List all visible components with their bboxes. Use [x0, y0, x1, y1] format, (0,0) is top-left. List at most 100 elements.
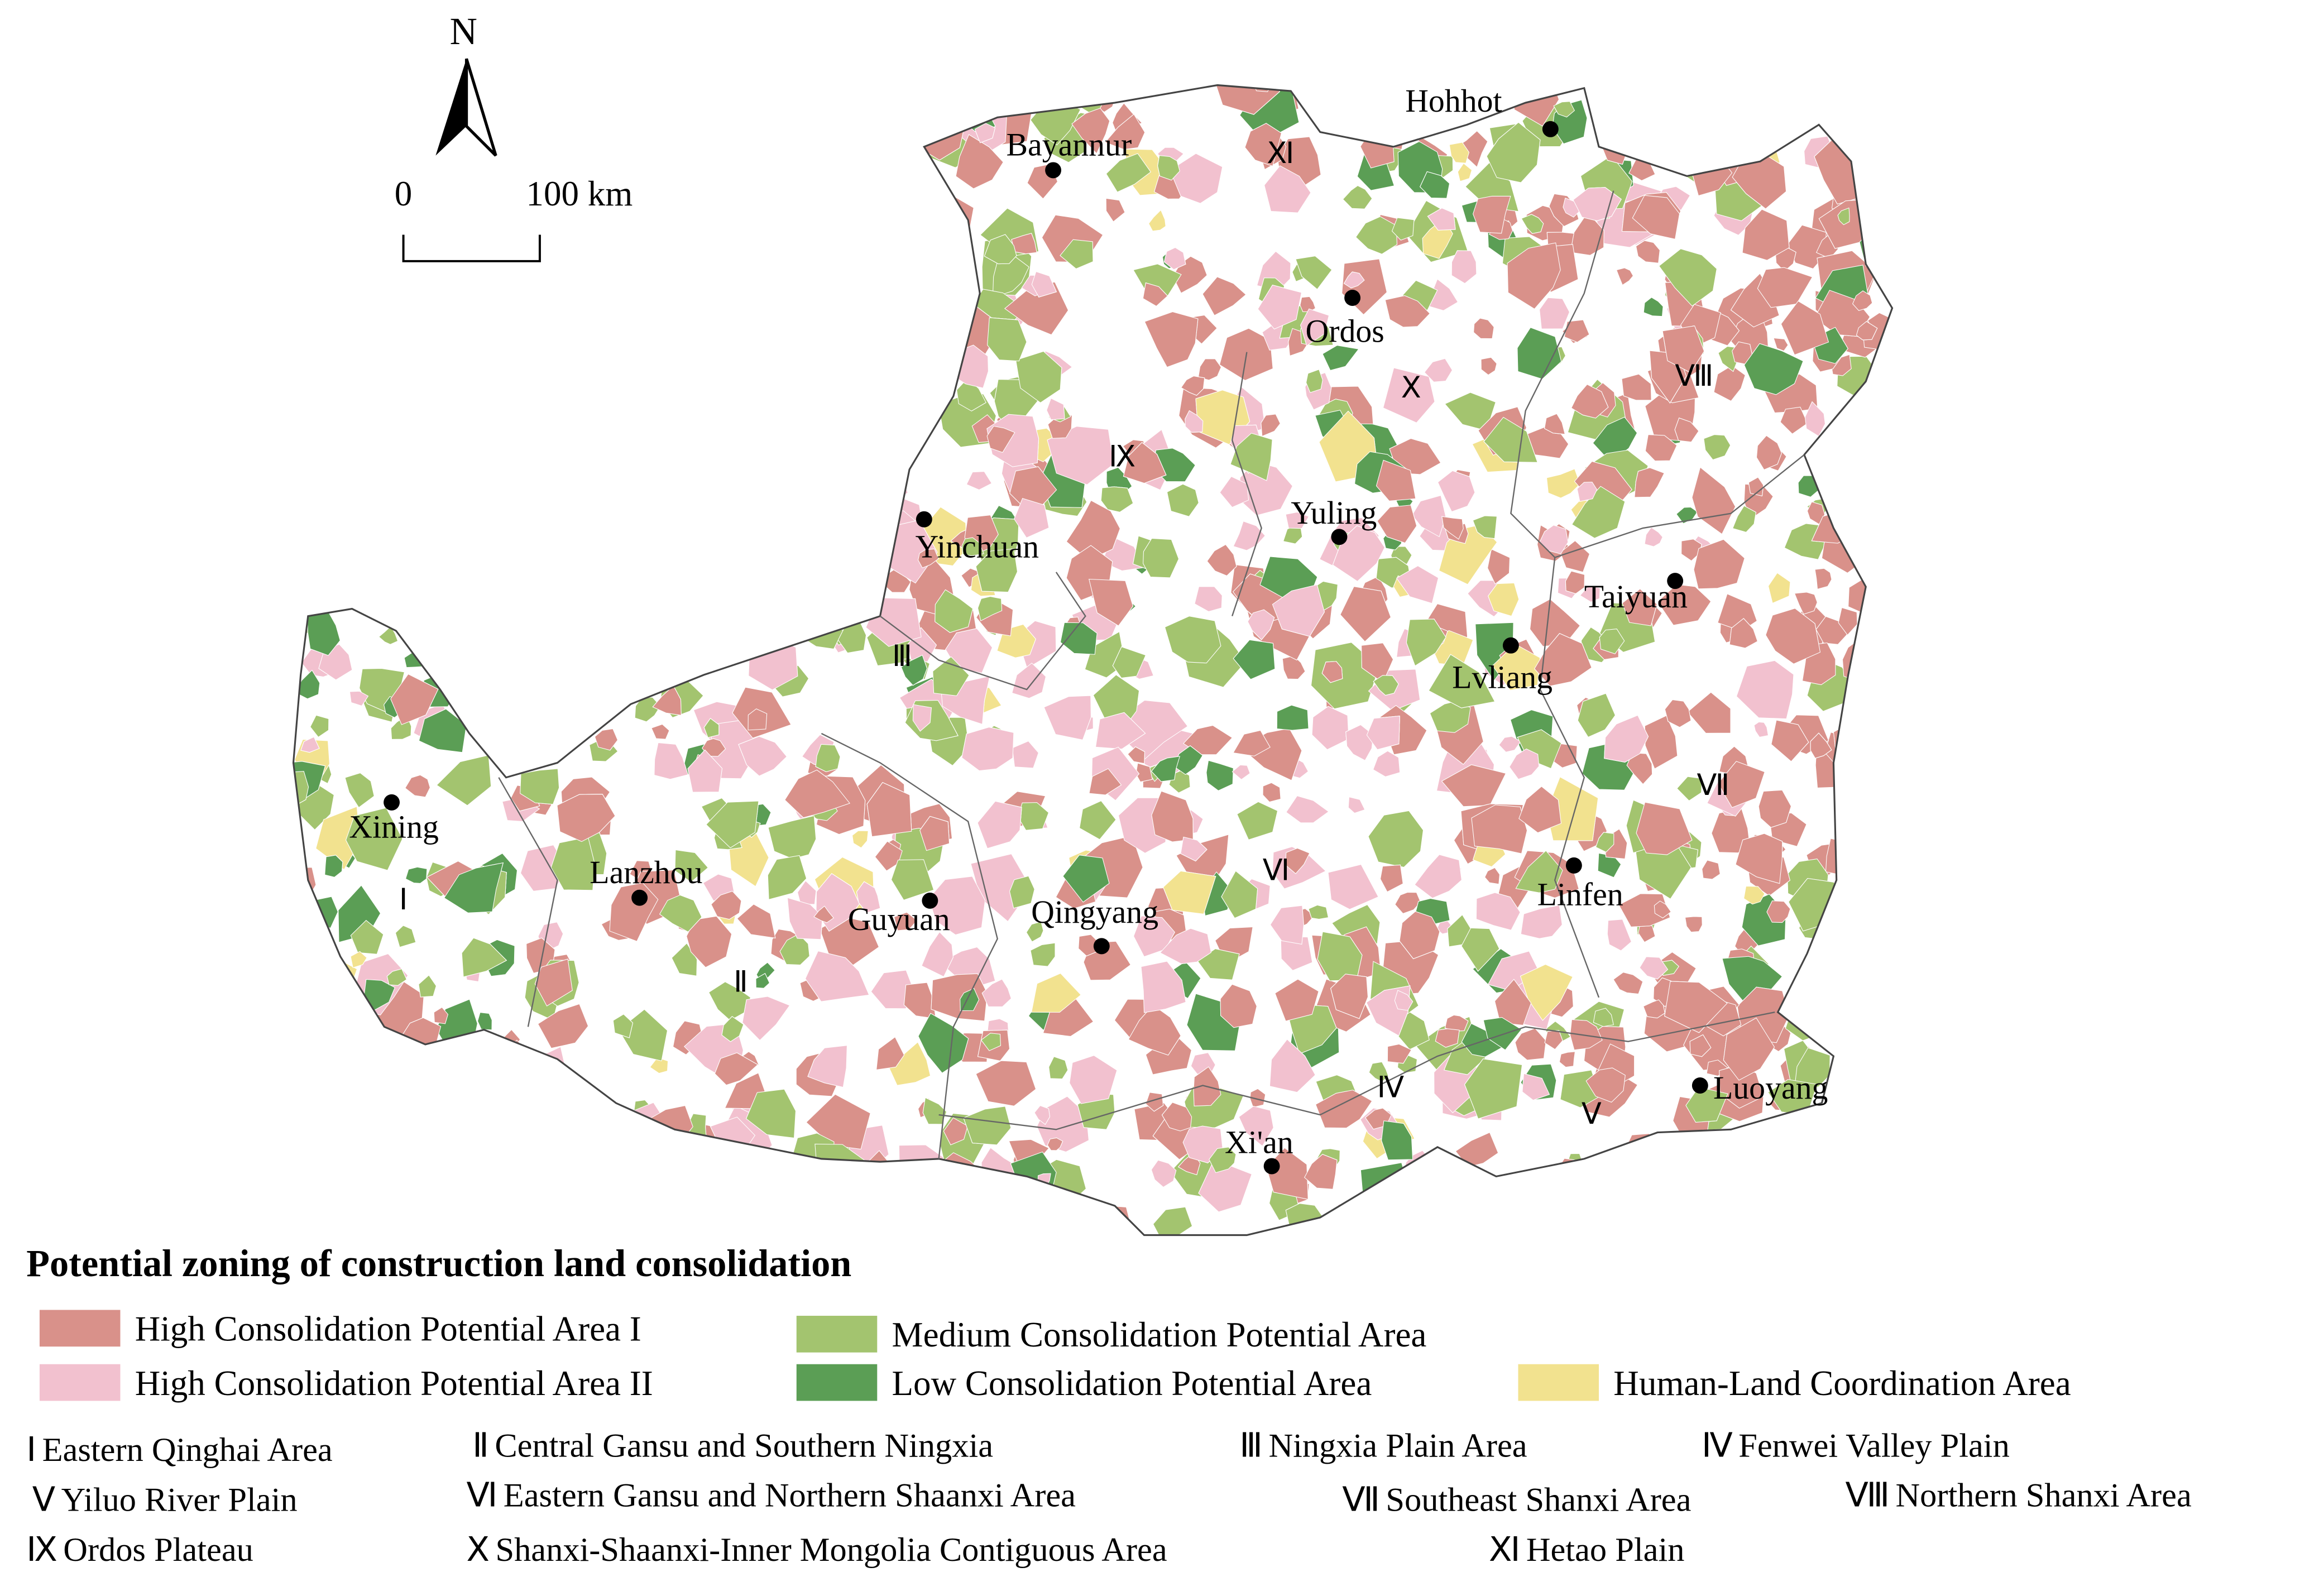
city-label: Lanzhou — [590, 854, 702, 890]
map-patch — [714, 1052, 759, 1086]
map-patch — [1261, 414, 1281, 437]
map-patch — [1639, 956, 1669, 980]
map-patch — [1280, 936, 1313, 971]
zone-entry: Ⅴ Yiluo River Plain — [32, 1481, 298, 1518]
map-patch — [1654, 900, 1672, 919]
map-patch — [1593, 1008, 1614, 1027]
map-patch — [686, 916, 732, 968]
map-patch — [1144, 311, 1199, 368]
map-patch — [1151, 1159, 1177, 1188]
map-patch — [1484, 867, 1500, 885]
map-patch — [1036, 1096, 1089, 1153]
zone-name: Hetao Plain — [1526, 1531, 1685, 1569]
zone-name: Northern Shanxi Area — [1896, 1477, 2192, 1514]
map-patch — [1517, 327, 1562, 380]
zone-numeral: Ⅺ — [1489, 1531, 1520, 1569]
zone-numeral: Ⅹ — [1401, 372, 1421, 404]
map-patch — [395, 925, 416, 948]
map-patch — [1180, 376, 1205, 396]
map-patch — [1428, 654, 1496, 708]
zone-numeral: Ⅲ — [1239, 1427, 1263, 1464]
map-patch — [804, 950, 870, 1002]
zone-entry: Ⅰ Eastern Qinghai Area — [26, 1431, 332, 1469]
zone-entry: Ⅱ Central Gansu and Southern Ningxia — [472, 1427, 993, 1464]
zone-numeral: Ⅰ — [399, 884, 408, 916]
map-patch — [1306, 369, 1323, 393]
legend-label: High Consolidation Potential Area I — [135, 1310, 641, 1349]
map-patch — [1009, 875, 1035, 909]
zone-numeral: Ⅵ — [467, 1477, 498, 1514]
map-patch — [1047, 426, 1114, 485]
map-patch — [1475, 892, 1521, 931]
map-patch — [1703, 434, 1731, 461]
scale-start: 0 — [395, 174, 413, 213]
city-dot — [916, 511, 932, 528]
map-patch — [882, 567, 912, 593]
city-label: Ordos — [1306, 313, 1384, 349]
legend-swatch — [39, 1364, 121, 1401]
city-dot — [1565, 857, 1582, 874]
map-patch — [1814, 568, 1832, 590]
map-patch — [1713, 365, 1746, 402]
zone-numeral: Ⅶ — [1342, 1481, 1380, 1518]
map-patch — [1308, 904, 1329, 920]
zone-name: Southeast Shanxi Area — [1386, 1481, 1691, 1518]
city-label: Xi'an — [1225, 1124, 1293, 1160]
map-patch — [918, 1013, 969, 1073]
map-patch — [1238, 1105, 1274, 1147]
zone-numeral: Ⅰ — [26, 1431, 36, 1469]
zone-numeral: Ⅱ — [734, 966, 748, 998]
map-patch — [1017, 802, 1050, 831]
map-patch — [405, 774, 430, 798]
zone-entry: Ⅲ Ningxia Plain Area — [1239, 1427, 1527, 1464]
city-dot — [1502, 637, 1519, 654]
zone-numeral: Ⅳ — [1702, 1427, 1733, 1464]
zone-entry: Ⅹ Shanxi-Shaanxi-Inner Mongolia Contiguou… — [467, 1531, 1167, 1569]
map-patch — [1645, 434, 1678, 462]
map-patch — [1527, 426, 1569, 459]
map-patch — [1104, 113, 1146, 150]
zone-name: Central Gansu and Southern Ningxia — [495, 1427, 993, 1464]
map-patch — [1315, 1090, 1373, 1129]
zone-name: Eastern Gansu and Northern Shaanxi Area — [504, 1477, 1076, 1514]
map-patch — [1026, 921, 1044, 942]
city-label: Lvliang — [1452, 659, 1552, 695]
city-dot — [1331, 529, 1348, 545]
city-dot — [1045, 162, 1062, 179]
zone-numeral: Ⅱ — [472, 1427, 489, 1464]
zone-numeral: Ⅹ — [467, 1531, 490, 1569]
zone-numeral: Ⅲ — [892, 640, 912, 673]
map-patch — [1411, 495, 1446, 538]
zone-numeral: Ⅷ — [1675, 360, 1713, 392]
zone-name: Fenwei Valley Plain — [1738, 1427, 2010, 1464]
map-patch — [651, 723, 670, 740]
map-patch — [888, 1041, 931, 1086]
map-patch — [1060, 622, 1098, 655]
city-label: Luoyang — [1713, 1070, 1828, 1106]
map-patch — [1030, 942, 1056, 967]
map-patch — [1616, 267, 1634, 286]
city-dot — [1692, 1077, 1708, 1094]
map-patch — [1194, 586, 1223, 612]
map-patch — [1079, 800, 1117, 840]
city-label: Linfen — [1537, 876, 1623, 912]
legend-title: Potential zoning of construction land co… — [26, 1242, 851, 1285]
map-patch — [1643, 297, 1664, 317]
zone-numeral: Ⅺ — [1267, 137, 1294, 170]
map-patch — [1269, 905, 1304, 945]
zone-name: Shanxi-Shaanxi-Inner Mongolia Contiguous… — [495, 1531, 1167, 1569]
city-dot — [631, 889, 648, 906]
map-patch — [390, 673, 439, 725]
zone-numeral: Ⅴ — [1582, 1098, 1602, 1130]
map-patch — [436, 755, 492, 806]
map-patch — [1427, 208, 1456, 231]
map-patch — [1105, 198, 1125, 222]
map-patch — [1487, 548, 1511, 584]
map-patch — [346, 807, 403, 871]
map-patch — [1219, 476, 1249, 508]
map-patch — [1197, 358, 1222, 381]
map-patch — [1444, 392, 1496, 432]
map-patch — [1257, 285, 1302, 330]
map-patch — [1105, 153, 1152, 193]
map-patch — [1221, 870, 1258, 919]
